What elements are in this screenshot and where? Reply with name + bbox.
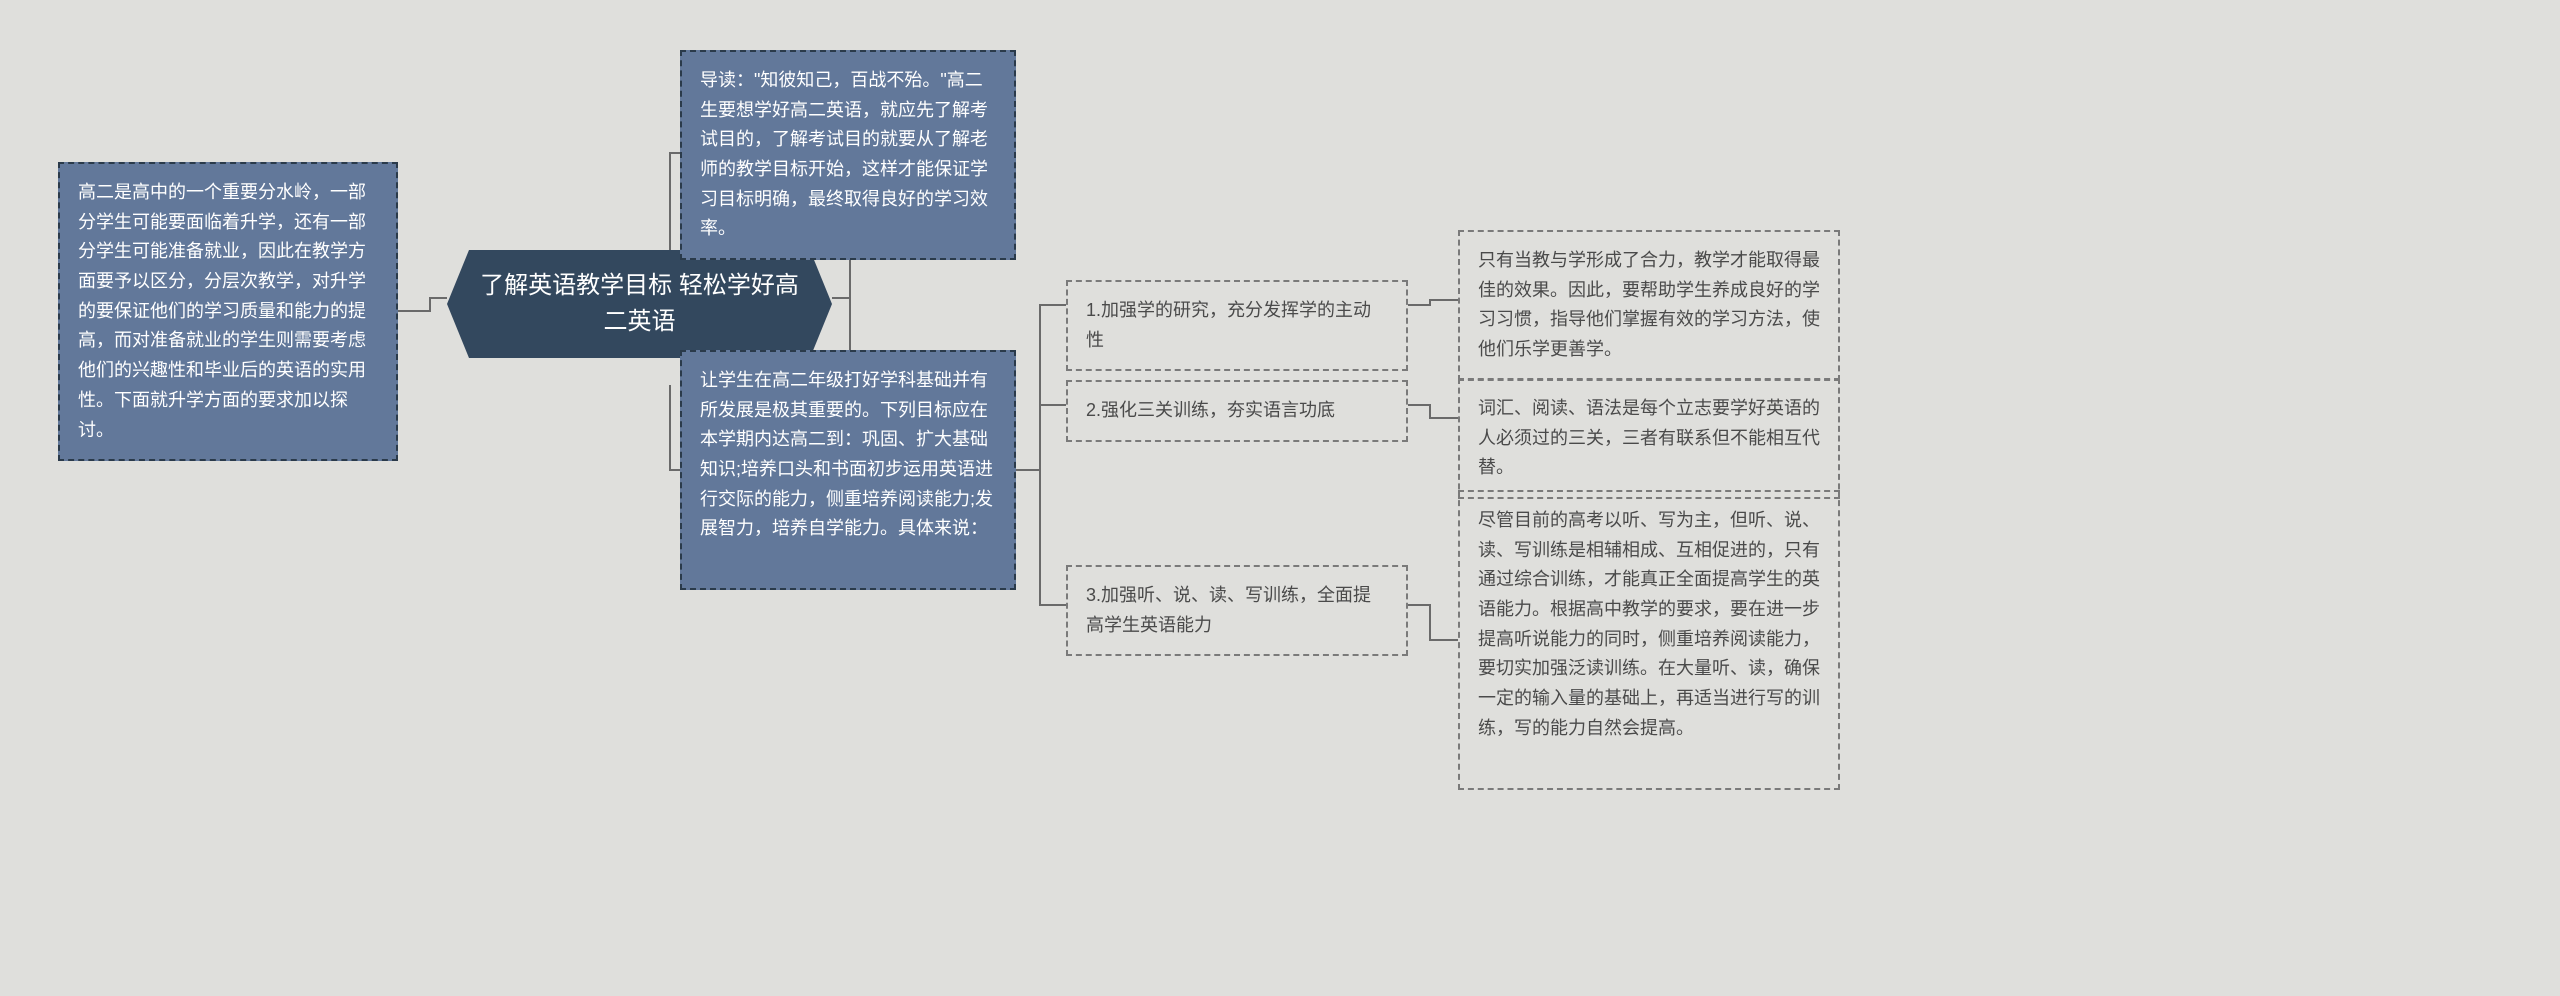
- right-goals-node[interactable]: 让学生在高二年级打好学科基础并有所发展是极其重要的。下列目标应在本学期内达高二到…: [680, 350, 1016, 590]
- center-node[interactable]: 了解英语教学目标 轻松学好高二英语: [447, 250, 832, 358]
- leaf-2[interactable]: 词汇、阅读、语法是每个立志要学好英语的人必须过的三关，三者有联系但不能相互代替。: [1458, 378, 1840, 499]
- subnode-2[interactable]: 2.强化三关训练，夯实语言功底: [1066, 380, 1408, 442]
- leaf-1[interactable]: 只有当教与学形成了合力，教学才能取得最佳的效果。因此，要帮助学生养成良好的学习习…: [1458, 230, 1840, 381]
- subnode-1[interactable]: 1.加强学的研究，充分发挥学的主动性: [1066, 280, 1408, 371]
- right-intro-node[interactable]: 导读："知彼知己，百战不殆。"高二生要想学好高二英语，就应先了解考试目的，了解考…: [680, 50, 1016, 260]
- connector-layer: [0, 0, 2560, 996]
- left-detail-node[interactable]: 高二是高中的一个重要分水岭，一部分学生可能要面临着升学，还有一部分学生可能准备就…: [58, 162, 398, 461]
- leaf-3[interactable]: 尽管目前的高考以听、写为主，但听、说、读、写训练是相辅相成、互相促进的，只有通过…: [1458, 490, 1840, 790]
- subnode-3[interactable]: 3.加强听、说、读、写训练，全面提高学生英语能力: [1066, 565, 1408, 656]
